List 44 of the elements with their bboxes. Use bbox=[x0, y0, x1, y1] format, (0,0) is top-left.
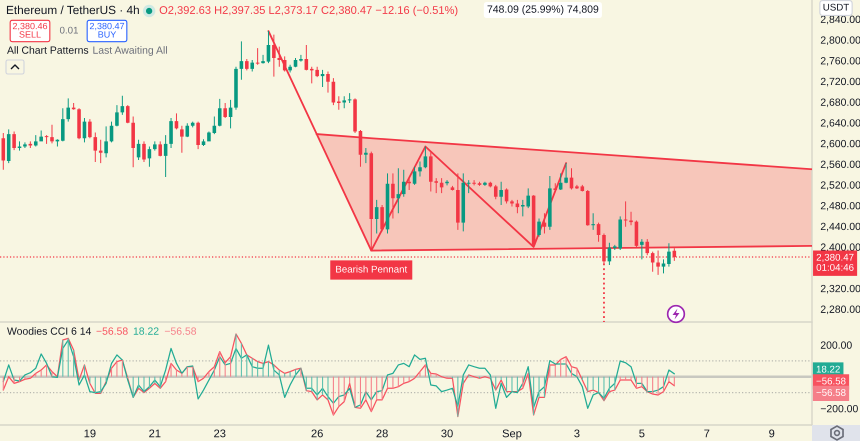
y-tick-label: 2,680.00 bbox=[820, 98, 860, 108]
annotation: 18.22 bbox=[134, 327, 159, 335]
y-tick-label: 2,440.00 bbox=[820, 222, 860, 232]
y-tick-label: 2,280.00 bbox=[820, 306, 860, 314]
y-tick-label: 2,600.00 bbox=[820, 140, 860, 149]
annotation: 2,380.47 BUY bbox=[90, 22, 124, 38]
chart-title: Woodies CCI 6 14 bbox=[7, 327, 92, 335]
y-tick-label: 2,520.00 bbox=[820, 181, 860, 190]
y-tick-label: 2,320.00 bbox=[820, 284, 860, 294]
x-tick-label: 19 bbox=[84, 429, 96, 438]
x-tick-label: 7 bbox=[704, 430, 710, 438]
annotation: −56.58 bbox=[96, 327, 128, 335]
chart-subtitle: O2,392.63 H2,397.35 L2,373.17 C2,380.47 −12.16 (−0.51%) bbox=[160, 6, 458, 16]
annotation: Last Awaiting All bbox=[93, 46, 167, 56]
y-tick-label: 2,560.00 bbox=[820, 160, 860, 170]
x-tick-label: 5 bbox=[639, 430, 644, 438]
y-tick-label: 2,720.00 bbox=[820, 78, 860, 86]
y-tick-label: 200.00 bbox=[820, 341, 852, 349]
annotation: 748.09 (25.99%) 74,809 bbox=[488, 5, 598, 15]
text: 18.22 bbox=[816, 366, 840, 373]
annotation: 0.01 bbox=[60, 26, 78, 34]
annotation: 2,380.46 SELL bbox=[12, 22, 48, 38]
y-tick-label: −200.00 bbox=[820, 404, 858, 412]
y-tick-label: 2,800.00 bbox=[820, 36, 860, 45]
chart-title: Ethereum / TetherUS · 4h bbox=[6, 6, 139, 14]
y-axis-title: USDT bbox=[824, 4, 850, 11]
annotation: All Chart Patterns bbox=[7, 46, 88, 54]
y-tick-label: 2,480.00 bbox=[820, 202, 860, 211]
annotation: Bearish Pennant bbox=[336, 265, 408, 273]
y-tick-label: 2,760.00 bbox=[820, 57, 860, 66]
x-tick-label: 9 bbox=[769, 429, 774, 438]
x-tick-label: 21 bbox=[149, 429, 160, 438]
ref-line-label: 2,380.47 01:04:46 bbox=[816, 254, 854, 271]
annotation: −56.58 bbox=[164, 327, 196, 335]
x-tick-label: 28 bbox=[376, 429, 388, 438]
y-tick-label: 2,840.00 bbox=[820, 16, 860, 24]
x-tick-label: 26 bbox=[312, 429, 323, 438]
x-tick-label: 23 bbox=[214, 429, 226, 438]
x-tick-label: 3 bbox=[574, 429, 580, 438]
x-tick-label: Sep bbox=[502, 429, 522, 440]
text: −56.58 bbox=[816, 378, 846, 384]
text: −56.58 bbox=[816, 389, 846, 396]
y-tick-label: 2,640.00 bbox=[820, 119, 860, 128]
x-tick-label: 30 bbox=[441, 429, 453, 438]
